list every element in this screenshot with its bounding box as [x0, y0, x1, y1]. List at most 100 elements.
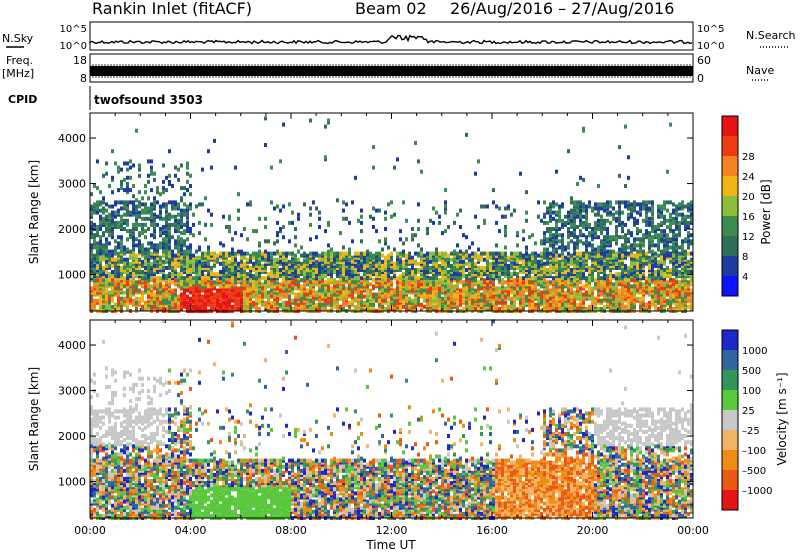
heatmap-cell [93, 280, 96, 285]
heatmap-cell [606, 235, 609, 240]
heatmap-cell [132, 255, 135, 260]
heatmap-cell [216, 253, 219, 258]
heatmap-cell [387, 288, 390, 293]
heatmap-cell [99, 272, 102, 277]
heatmap-cell [147, 263, 150, 268]
heatmap-cell [234, 300, 237, 305]
heatmap-cell [135, 255, 138, 260]
heatmap-cell [351, 263, 354, 268]
heatmap-cell [579, 204, 582, 209]
heatmap-cell [531, 284, 534, 289]
heatmap-cell [186, 304, 189, 309]
heatmap-cell [597, 263, 600, 268]
heatmap-cell [378, 272, 381, 277]
heatmap-cell [231, 304, 234, 309]
heatmap-cell [597, 220, 600, 225]
heatmap-cell [387, 259, 390, 264]
heatmap-cell [165, 216, 168, 221]
heatmap-cell [489, 284, 492, 289]
heatmap-cell [510, 284, 513, 289]
heatmap-cell [447, 253, 450, 258]
heatmap-cell [168, 257, 171, 262]
heatmap-cell [585, 235, 588, 240]
heatmap-cell [114, 257, 117, 262]
heatmap-cell [189, 272, 192, 277]
heatmap-cell [591, 243, 594, 248]
heatmap-cell [279, 304, 282, 309]
heatmap-cell [141, 216, 144, 221]
heatmap-cell [381, 247, 384, 252]
heatmap-cell [165, 300, 168, 305]
heatmap-cell [138, 296, 141, 301]
heatmap-cell [264, 288, 267, 293]
heatmap-cell [474, 261, 477, 266]
heatmap-cell [201, 280, 204, 285]
heatmap-cell [585, 306, 588, 311]
heatmap-cell [573, 200, 576, 205]
heatmap-cell [393, 261, 396, 266]
heatmap-cell [183, 292, 186, 297]
heatmap-cell [606, 261, 609, 266]
heatmap-cell [138, 302, 141, 307]
heatmap-cell [579, 216, 582, 221]
heatmap-cell [594, 251, 597, 256]
heatmap-cell [321, 296, 324, 301]
heatmap-cell [177, 259, 180, 264]
heatmap-cell [408, 255, 411, 260]
heatmap-cell [447, 292, 450, 297]
heatmap-cell [408, 288, 411, 293]
heatmap-cell [180, 280, 183, 285]
heatmap-cell [582, 202, 585, 207]
heatmap-cell [177, 235, 180, 240]
heatmap-cell [330, 272, 333, 277]
heatmap-cell [507, 268, 510, 272]
heatmap-cell [177, 202, 180, 207]
heatmap-cell [90, 245, 93, 250]
heatmap-cell [537, 253, 540, 258]
heatmap-cell [312, 280, 315, 285]
heatmap-cell [150, 268, 153, 272]
heatmap-cell [459, 302, 462, 307]
heatmap-cell [294, 286, 297, 291]
heatmap-cell [423, 255, 426, 260]
heatmap-cell [372, 255, 375, 260]
heatmap-cell [159, 204, 162, 209]
heatmap-cell [99, 263, 102, 268]
heatmap-cell [453, 304, 456, 309]
heatmap-cell [525, 300, 528, 305]
heatmap-cell [204, 268, 207, 272]
heatmap-cell [510, 296, 513, 301]
heatmap-cell [462, 263, 465, 268]
heatmap-cell [240, 304, 243, 309]
heatmap-cell [348, 300, 351, 305]
heatmap-cell [456, 251, 459, 256]
heatmap-cell [138, 257, 141, 262]
heatmap-cell [420, 247, 423, 252]
heatmap-cell [381, 253, 384, 258]
heatmap-cell [399, 229, 402, 234]
heatmap-cell [330, 288, 333, 293]
heatmap-cell [441, 272, 444, 277]
heatmap-cell [492, 251, 495, 256]
heatmap-cell [459, 272, 462, 277]
heatmap-cell [276, 296, 279, 301]
heatmap-cell [483, 278, 486, 283]
heatmap-cell [552, 253, 555, 258]
heatmap-cell [261, 294, 264, 299]
heatmap-cell [225, 272, 228, 277]
heatmap-cell [243, 304, 246, 309]
heatmap-cell [168, 149, 171, 154]
heatmap-cell [507, 288, 510, 293]
heatmap-cell [366, 294, 369, 299]
heatmap-cell [585, 284, 588, 289]
heatmap-cell [351, 259, 354, 264]
heatmap-cell [105, 171, 108, 176]
heatmap-cell [192, 263, 195, 268]
heatmap-cell [105, 259, 108, 264]
heatmap-cell [198, 259, 201, 264]
heatmap-cell [498, 280, 501, 285]
heatmap-cell [549, 296, 552, 301]
heatmap-cell [108, 233, 111, 238]
heatmap-cell [174, 173, 177, 178]
heatmap-cell [588, 292, 591, 297]
